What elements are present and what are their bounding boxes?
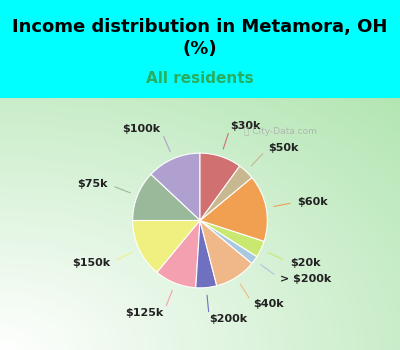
Text: $125k: $125k — [125, 308, 164, 318]
Wedge shape — [133, 220, 200, 272]
Wedge shape — [157, 220, 200, 288]
Text: Income distribution in Metamora, OH
(%): Income distribution in Metamora, OH (%) — [12, 18, 388, 58]
Text: $30k: $30k — [231, 121, 261, 131]
Text: > $200k: > $200k — [280, 274, 332, 284]
Text: $60k: $60k — [298, 197, 328, 207]
Wedge shape — [196, 220, 217, 288]
Wedge shape — [200, 220, 252, 286]
Wedge shape — [200, 153, 240, 220]
Wedge shape — [200, 166, 252, 220]
Text: $200k: $200k — [209, 314, 248, 324]
Text: $75k: $75k — [77, 179, 108, 189]
Wedge shape — [200, 220, 257, 264]
Text: $100k: $100k — [122, 125, 160, 134]
Wedge shape — [200, 220, 264, 257]
Text: All residents: All residents — [146, 71, 254, 86]
Text: $50k: $50k — [268, 143, 298, 153]
Text: ⓘ City-Data.com: ⓘ City-Data.com — [244, 127, 317, 136]
Wedge shape — [200, 177, 267, 241]
Text: $20k: $20k — [290, 258, 320, 268]
Text: $40k: $40k — [253, 299, 284, 309]
Text: $150k: $150k — [72, 258, 110, 268]
Wedge shape — [151, 153, 200, 220]
Wedge shape — [133, 174, 200, 220]
